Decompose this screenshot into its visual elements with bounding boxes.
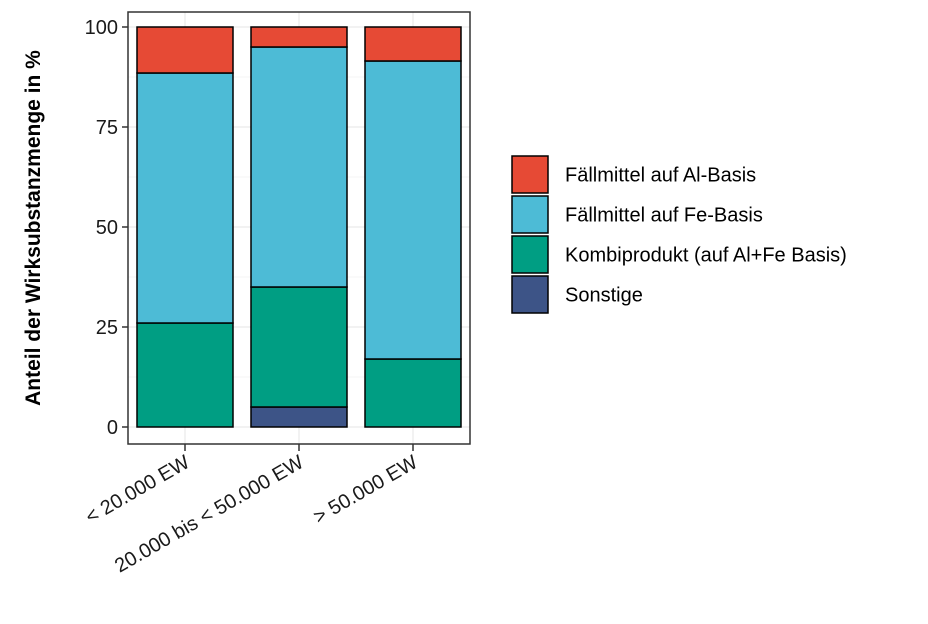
bar-segment: [250, 286, 348, 408]
legend-key: [511, 275, 549, 314]
legend-key: [511, 155, 549, 194]
x-tick-label: 20.000 bis < 50.000 EW: [111, 451, 307, 577]
y-tick-label: 25: [96, 317, 118, 339]
y-axis: 0 25 50 75 100: [85, 17, 128, 439]
legend-key: [511, 195, 549, 234]
legend-key: [511, 235, 549, 274]
legend-label: Fällmittel auf Fe-Basis: [565, 205, 763, 227]
bar-segment: [250, 46, 348, 288]
bar-segment: [136, 26, 234, 74]
bar-segment: [136, 72, 234, 324]
bar-segment: [364, 358, 462, 428]
y-axis-title: Anteil der Wirksubstanzmenge in %: [22, 50, 45, 406]
bar-segment: [364, 26, 462, 62]
legend-label: Sonstige: [565, 285, 643, 307]
x-tick-label: < 20.000 EW: [82, 451, 194, 528]
y-tick-label: 100: [85, 17, 118, 39]
y-tick-label: 50: [96, 217, 118, 239]
legend: Fällmittel auf Al-Basis Fällmittel auf Fe…: [511, 155, 847, 314]
legend-label: Kombiprodukt (auf Al+Fe Basis): [565, 245, 847, 267]
bars: [136, 26, 462, 428]
bar-segment: [136, 322, 234, 428]
y-tick-label: 0: [107, 417, 118, 439]
legend-label: Fällmittel auf Al-Basis: [565, 165, 756, 187]
bar-segment: [250, 26, 348, 48]
x-tick-label: > 50.000 EW: [310, 451, 422, 528]
bar-segment: [250, 406, 348, 428]
y-tick-label: 75: [96, 117, 118, 139]
bar-segment: [364, 60, 462, 360]
